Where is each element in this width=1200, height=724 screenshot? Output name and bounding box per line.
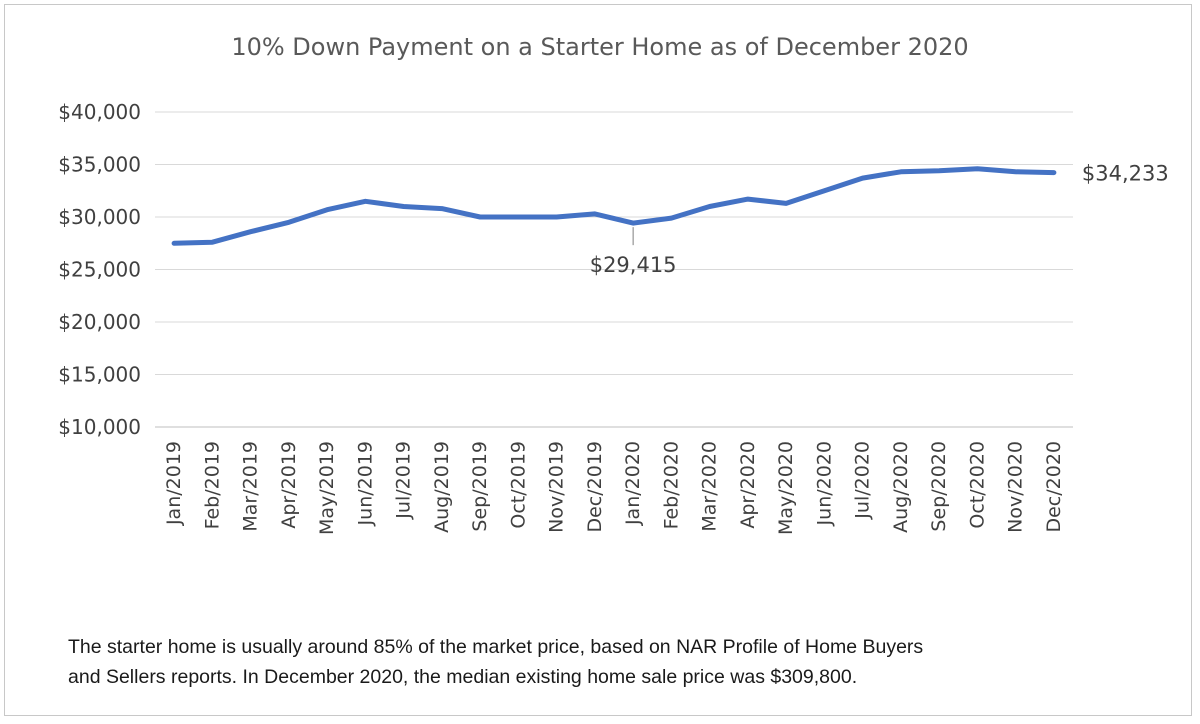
y-tick-label: $40,000: [58, 100, 141, 124]
y-tick-label: $25,000: [58, 258, 141, 282]
x-tick-label: Dec/2020: [1043, 441, 1065, 533]
footnote-line-2: and Sellers reports. In December 2020, t…: [68, 666, 858, 689]
footnote-line-1: The starter home is usually around 85% o…: [68, 636, 924, 658]
x-tick-label: Dec/2019: [584, 441, 606, 533]
x-tick-label: Apr/2020: [737, 441, 759, 529]
x-tick-label: Oct/2020: [966, 441, 988, 529]
x-axis-tick-labels: Jan/2019 Feb/2019 Mar/2019 Apr/2019 May/2019…: [163, 441, 1065, 535]
data-label: $34,233: [1082, 162, 1169, 186]
data-label: $29,415: [590, 253, 677, 277]
x-tick-label: Jan/2019: [163, 441, 185, 526]
x-tick-label: Aug/2019: [431, 441, 453, 533]
x-tick-label: Nov/2019: [546, 441, 568, 533]
x-tick-label: Jun/2019: [354, 441, 376, 526]
x-tick-label: Mar/2020: [699, 441, 721, 532]
chart-title: 10% Down Payment on a Starter Home as of…: [231, 33, 968, 61]
x-tick-label: Aug/2020: [890, 441, 912, 533]
x-tick-label: Apr/2019: [278, 441, 300, 529]
footnote: The starter home is usually around 85% o…: [68, 632, 1168, 692]
x-tick-label: Feb/2019: [201, 441, 223, 529]
y-tick-label: $30,000: [58, 205, 141, 229]
x-tick-label: May/2019: [316, 441, 338, 535]
series-line: [171, 166, 1057, 246]
y-tick-label: $10,000: [58, 415, 141, 439]
x-tick-label: Jul/2019: [393, 441, 415, 520]
y-axis-tick-labels: $10,000 $15,000 $20,000 $25,000 $30,000 $35,0…: [58, 100, 141, 439]
x-tick-label: Nov/2020: [1005, 441, 1027, 533]
x-tick-label: Mar/2019: [240, 441, 262, 532]
x-tick-label: Jan/2020: [622, 441, 644, 526]
data-labels: $29,415 $34,233: [590, 162, 1169, 278]
x-tick-label: Feb/2020: [660, 441, 682, 529]
series-group: [171, 166, 1057, 246]
x-tick-label: Sep/2020: [928, 441, 950, 532]
x-tick-label: Sep/2019: [469, 441, 491, 532]
x-tick-label: Oct/2019: [507, 441, 529, 529]
x-tick-label: Jun/2020: [813, 441, 835, 526]
y-tick-label: $15,000: [58, 363, 141, 387]
y-tick-label: $35,000: [58, 153, 141, 177]
x-tick-label: May/2020: [775, 441, 797, 535]
y-tick-label: $20,000: [58, 310, 141, 334]
chart-frame: [4, 4, 1192, 716]
x-tick-label: Jul/2020: [852, 441, 874, 520]
